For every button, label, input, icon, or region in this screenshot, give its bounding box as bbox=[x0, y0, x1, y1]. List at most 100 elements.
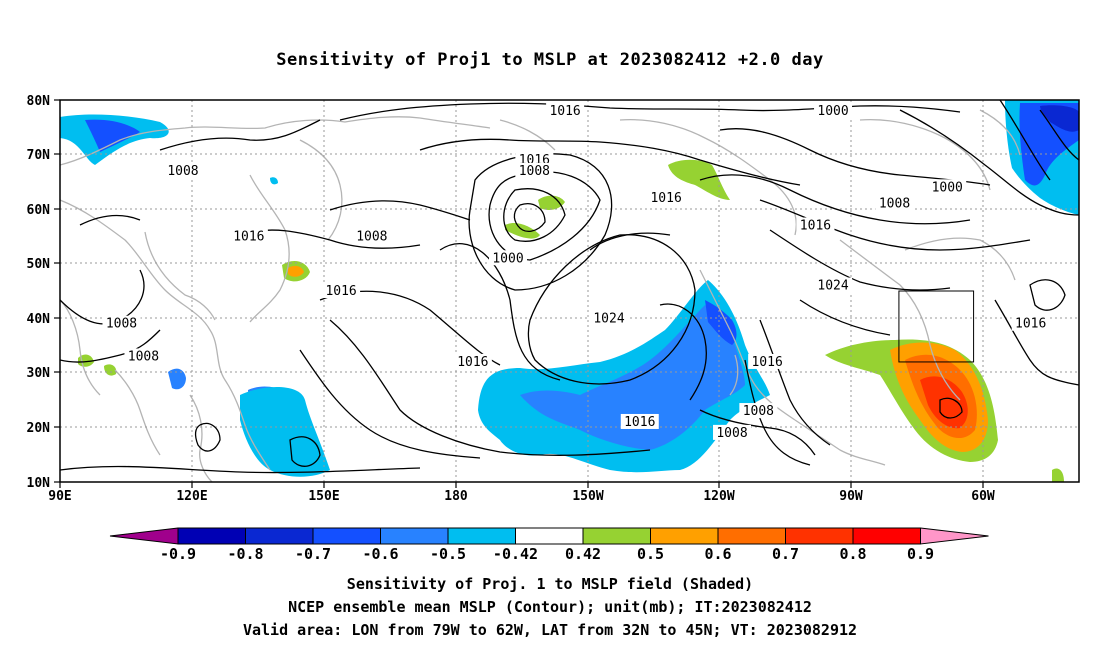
colorbar-segment bbox=[582, 527, 651, 545]
contour-label-text: 1008 bbox=[879, 197, 910, 212]
contour-label: 1008 bbox=[739, 403, 778, 419]
shade-orange-japan-core bbox=[288, 265, 304, 277]
contour-label-bg bbox=[124, 348, 163, 364]
colorbar-tick-label: -0.8 bbox=[227, 545, 263, 563]
colorbar-segment bbox=[245, 527, 314, 545]
axis-ticks bbox=[54, 99, 984, 488]
contour-label: 1008 bbox=[713, 424, 752, 441]
colorbar-tick-label: 0.8 bbox=[839, 545, 866, 563]
shade-blue-kamchatka-core bbox=[85, 119, 140, 152]
shade-blue-china bbox=[168, 368, 186, 390]
colorbar-segment bbox=[650, 527, 719, 545]
contour-label-text: 1024 bbox=[817, 279, 848, 294]
lat-label: 10N bbox=[27, 476, 51, 491]
contour-label-bg bbox=[590, 310, 629, 326]
shade-blue-isle bbox=[270, 177, 278, 185]
lat-label: 50N bbox=[27, 257, 51, 272]
contour-label-bg bbox=[322, 283, 361, 298]
contour-label-text: 1008 bbox=[519, 164, 550, 179]
colorbar-segment bbox=[717, 527, 786, 545]
contour-label-bg bbox=[739, 403, 778, 419]
contour-label: 1016 bbox=[620, 413, 659, 430]
map-title: Sensitivity of Proj1 to MSLP at 20230824… bbox=[276, 50, 824, 70]
contour-label-text: 1008 bbox=[743, 404, 774, 419]
contour-label-text: 1016 bbox=[800, 219, 831, 234]
mslp-contours bbox=[60, 100, 1079, 474]
contour-label-bg bbox=[163, 162, 202, 178]
colorbar-segment bbox=[852, 527, 921, 545]
contour-label-text: 1016 bbox=[751, 355, 782, 370]
contour-label-text: 1008 bbox=[716, 426, 747, 441]
contour-label: 1016 bbox=[453, 353, 492, 370]
lat-label: 40N bbox=[27, 312, 51, 327]
plot-frame bbox=[59, 99, 1080, 483]
contour-label-text: 1008 bbox=[128, 349, 159, 364]
shade-green-alaska bbox=[668, 159, 730, 200]
contour-label-text: 1016 bbox=[650, 191, 681, 206]
caption-shaded: Sensitivity of Proj. 1 to MSLP field (Sh… bbox=[346, 575, 754, 593]
contour-label-bg bbox=[620, 413, 659, 429]
shade-blue-baja bbox=[705, 300, 737, 345]
colorbar-segment bbox=[380, 527, 449, 545]
shade-blue-sea-2 bbox=[240, 386, 330, 477]
lat-label: 80N bbox=[27, 94, 51, 109]
contour-label: 1008 bbox=[124, 348, 163, 364]
colorbar-tick-label: -0.5 bbox=[430, 545, 466, 563]
contour-label: 1016 bbox=[546, 102, 585, 119]
colorbar-segment bbox=[515, 527, 584, 545]
lon-label: 150E bbox=[308, 489, 339, 504]
lat-label: 70N bbox=[27, 148, 51, 163]
lon-label: 120W bbox=[703, 489, 734, 504]
colorbar-left-arrow bbox=[109, 527, 179, 545]
colorbar-tick-label: -0.42 bbox=[493, 545, 538, 563]
contour-label: 1016 bbox=[1011, 315, 1050, 332]
contour-label-text: 1000 bbox=[817, 104, 848, 119]
lon-label: 120E bbox=[176, 489, 207, 504]
contour-label: 1024 bbox=[814, 277, 853, 294]
contour-label-bg bbox=[647, 190, 686, 206]
contour-label-bg bbox=[748, 353, 787, 369]
contour-label-text: 1016 bbox=[549, 104, 580, 119]
contour-label-bg bbox=[453, 353, 492, 369]
lon-label: 60W bbox=[971, 489, 995, 504]
caption-contour: NCEP ensemble mean MSLP (Contour); unit(… bbox=[288, 598, 812, 616]
contour-label-bg bbox=[515, 162, 554, 178]
colorbar-tick-label: -0.7 bbox=[295, 545, 331, 563]
contour-label: 1024 bbox=[590, 310, 629, 326]
contour-label: 1016 bbox=[229, 228, 268, 244]
colorbar-segment bbox=[447, 527, 516, 545]
contour-label-bg bbox=[814, 277, 853, 293]
contour-label: 1016 bbox=[796, 217, 835, 234]
contour-label: 1016 bbox=[748, 353, 787, 370]
contour-label-bg bbox=[928, 179, 967, 195]
contour-label-text: 1016 bbox=[457, 355, 488, 370]
contour-label: 1008 bbox=[352, 228, 391, 244]
shade-green-bering bbox=[538, 195, 565, 210]
shade-red-atlantic bbox=[920, 376, 968, 429]
contour-label: 1000 bbox=[814, 102, 853, 119]
lon-label: 150W bbox=[572, 489, 603, 504]
coastlines bbox=[60, 109, 1021, 482]
lat-label: 30N bbox=[27, 366, 51, 381]
colorbar-segment bbox=[785, 527, 854, 545]
shade-green-se bbox=[1052, 468, 1064, 482]
colorbar-tick-label: 0.5 bbox=[637, 545, 664, 563]
colorbar-tick-label: -0.6 bbox=[362, 545, 398, 563]
valid-area-box bbox=[898, 290, 975, 363]
sensitivity-map: 1016 1000 1008 1016 1008 1000 1016 1008 1016 1016… bbox=[27, 94, 1080, 563]
shade-blue-arctic-ne-core2 bbox=[1040, 105, 1079, 132]
lon-label: 90W bbox=[839, 489, 863, 504]
captions: Sensitivity of Proj. 1 to MSLP field (Sh… bbox=[0, 573, 1100, 642]
colorbar-tick-label: 0.6 bbox=[704, 545, 731, 563]
contour-label-bg bbox=[489, 250, 528, 266]
latitude-labels: 80N 70N 60N 50N 40N 30N 20N 10N bbox=[27, 94, 51, 491]
contour-label: 1016 bbox=[647, 190, 686, 206]
contour-label: 1008 bbox=[875, 195, 914, 212]
colorbar-tick-label: 0.42 bbox=[565, 545, 601, 563]
caption-valid-area: Valid area: LON from 79W to 62W, LAT fro… bbox=[242, 621, 858, 639]
contour-label: 1016 bbox=[322, 283, 361, 299]
lon-label: 90E bbox=[48, 489, 71, 504]
colorbar: -0.9 -0.8 -0.7 -0.6 -0.5 -0.42 0.42 0.5 0.6 0.7 0.… bbox=[109, 527, 989, 563]
contour-label-text: 1016 bbox=[233, 229, 264, 244]
shade-green-bay bbox=[104, 364, 117, 376]
